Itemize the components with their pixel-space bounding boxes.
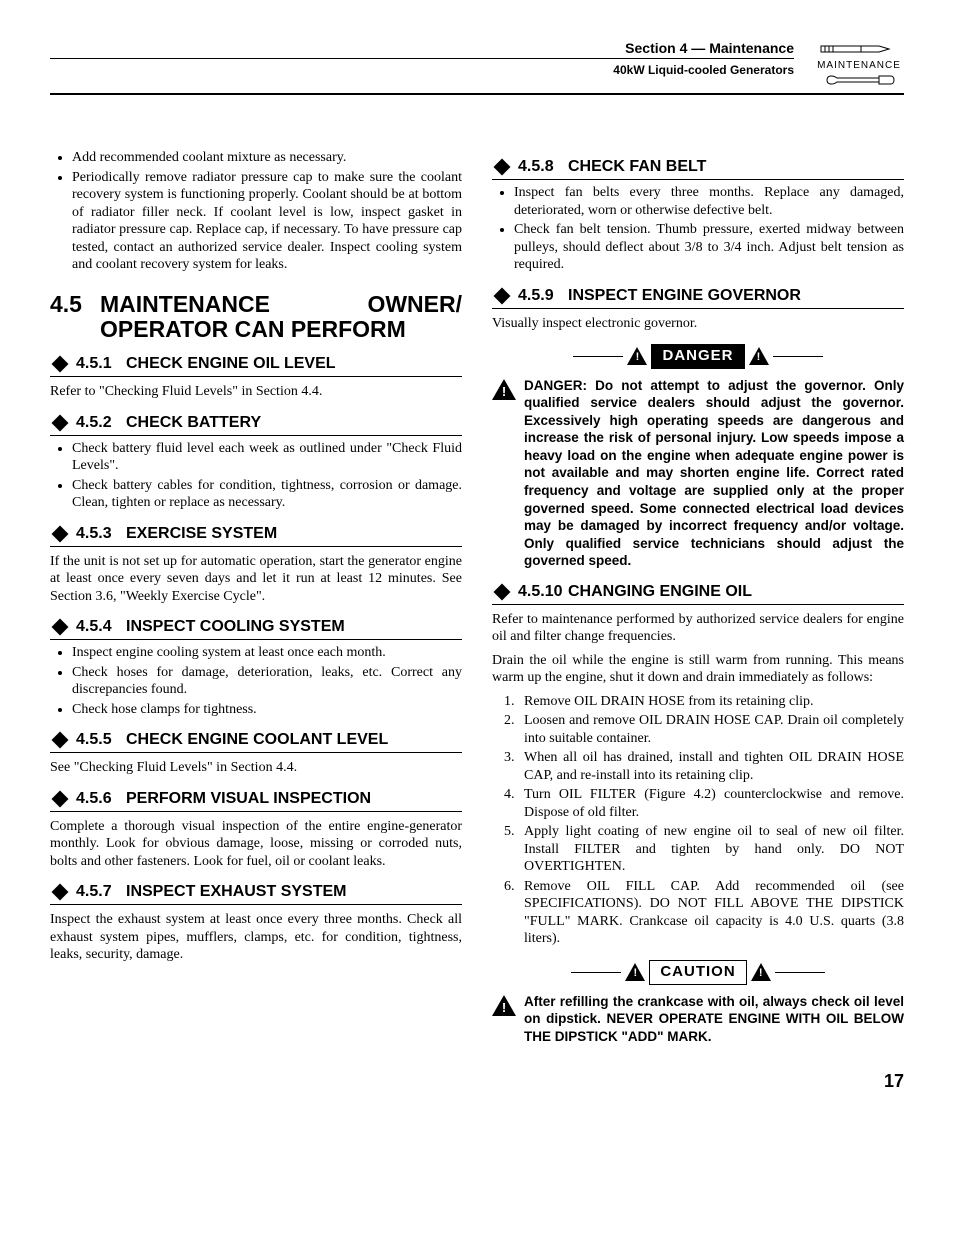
rule-icon (571, 972, 621, 973)
list-item: Periodically remove radiator pressure ca… (72, 169, 462, 274)
diamond-icon (52, 414, 69, 431)
diamond-icon (52, 619, 69, 636)
page-header: Section 4 — Maintenance 40kW Liquid-cool… (50, 40, 904, 95)
header-text-block: Section 4 — Maintenance 40kW Liquid-cool… (50, 40, 814, 77)
subsection-heading: 4.5.10CHANGING ENGINE OIL (492, 582, 904, 605)
subsection-number: 4.5.6 (76, 789, 126, 809)
bullet-list: Check battery fluid level each week as o… (50, 440, 462, 512)
section-heading-4-5: 4.5 MAINTENANCE OWNER/ OPERATOR CAN PERF… (50, 292, 462, 343)
list-item: Check hose clamps for tightness. (72, 701, 462, 719)
subsection-heading: 4.5.7INSPECT EXHAUST SYSTEM (50, 882, 462, 905)
rule-icon (573, 356, 623, 357)
body-text: Visually inspect electronic governor. (492, 315, 904, 333)
subsection-title: EXERCISE SYSTEM (126, 524, 277, 544)
list-item: Check battery fluid level each week as o… (72, 440, 462, 475)
diamond-icon (52, 884, 69, 901)
diamond-icon (494, 287, 511, 304)
subsection-number: 4.5.2 (76, 413, 126, 433)
caution-text: After refilling the crankcase with oil, … (524, 993, 904, 1046)
list-item: Remove OIL FILL CAP. Add recommended oil… (518, 878, 904, 948)
subsection-heading: 4.5.5CHECK ENGINE COOLANT LEVEL (50, 730, 462, 753)
subsection-title: CHANGING ENGINE OIL (568, 582, 752, 602)
bullet-list: Inspect engine cooling system at least o… (50, 644, 462, 718)
header-section-title: Section 4 — Maintenance (50, 40, 794, 56)
list-item: Check fan belt tension. Thumb pressure, … (514, 221, 904, 274)
subsection-title: CHECK ENGINE OIL LEVEL (126, 354, 336, 374)
warning-triangle-icon (492, 995, 516, 1016)
diamond-icon (494, 583, 511, 600)
subsection-number: 4.5.9 (518, 286, 568, 306)
content-columns: Add recommended coolant mixture as neces… (50, 145, 904, 1051)
subsection-title: INSPECT COOLING SYSTEM (126, 617, 345, 637)
danger-label: DANGER (651, 344, 744, 369)
subsection-number: 4.5.3 (76, 524, 126, 544)
right-column: 4.5.8CHECK FAN BELT Inspect fan belts ev… (492, 145, 904, 1051)
numbered-list: Remove OIL DRAIN HOSE from its retaining… (492, 693, 904, 948)
subsection-heading: 4.5.3EXERCISE SYSTEM (50, 524, 462, 547)
list-item: Inspect fan belts every three months. Re… (514, 184, 904, 219)
subsection-title: CHECK FAN BELT (568, 157, 706, 177)
bullet-list: Inspect fan belts every three months. Re… (492, 184, 904, 274)
danger-banner: DANGER (492, 344, 904, 369)
subsection-title: CHECK BATTERY (126, 413, 261, 433)
subsection-title: PERFORM VISUAL INSPECTION (126, 789, 371, 809)
list-item: Remove OIL DRAIN HOSE from its retaining… (518, 693, 904, 711)
page-number: 17 (50, 1071, 904, 1092)
danger-text-block: DANGER: Do not attempt to adjust the gov… (492, 377, 904, 570)
body-text: Refer to "Checking Fluid Levels" in Sect… (50, 383, 462, 401)
list-item: Check battery cables for condition, tigh… (72, 477, 462, 512)
body-text: Refer to maintenance performed by author… (492, 611, 904, 646)
maintenance-icon-label: MAINTENANCE (817, 60, 901, 71)
warning-triangle-icon (749, 347, 769, 365)
warning-triangle-icon (625, 963, 645, 981)
subsection-number: 4.5.8 (518, 157, 568, 177)
subsection-heading: 4.5.9INSPECT ENGINE GOVERNOR (492, 286, 904, 309)
subsection-heading: 4.5.1CHECK ENGINE OIL LEVEL (50, 354, 462, 377)
diamond-icon (52, 525, 69, 542)
subsection-number: 4.5.4 (76, 617, 126, 637)
subsection-heading: 4.5.8CHECK FAN BELT (492, 157, 904, 180)
warning-triangle-icon (492, 379, 516, 400)
diamond-icon (494, 159, 511, 176)
body-text: Complete a thorough visual inspection of… (50, 818, 462, 871)
subsection-number: 4.5.7 (76, 882, 126, 902)
section-title: MAINTENANCE OWNER/ OPERATOR CAN PERFORM (100, 292, 462, 343)
caution-banner: CAUTION (492, 960, 904, 985)
subsection-number: 4.5.1 (76, 354, 126, 374)
caution-label: CAUTION (649, 960, 746, 985)
list-item: Inspect engine cooling system at least o… (72, 644, 462, 662)
list-item: When all oil has drained, install and ti… (518, 749, 904, 784)
warning-triangle-icon (627, 347, 647, 365)
subsection-number: 4.5.10 (518, 582, 568, 602)
subsection-title: INSPECT EXHAUST SYSTEM (126, 882, 346, 902)
caution-text-block: After refilling the crankcase with oil, … (492, 993, 904, 1046)
body-text: If the unit is not set up for automatic … (50, 553, 462, 606)
subsection-number: 4.5.5 (76, 730, 126, 750)
list-item: Turn OIL FILTER (Figure 4.2) countercloc… (518, 786, 904, 821)
section-number: 4.5 (50, 292, 100, 343)
body-text: Drain the oil while the engine is still … (492, 652, 904, 687)
subsection-title: CHECK ENGINE COOLANT LEVEL (126, 730, 388, 750)
list-item: Check hoses for damage, deterioration, l… (72, 664, 462, 699)
warning-triangle-icon (751, 963, 771, 981)
list-item: Add recommended coolant mixture as neces… (72, 149, 462, 167)
danger-text: DANGER: Do not attempt to adjust the gov… (524, 377, 904, 570)
body-text: See "Checking Fluid Levels" in Section 4… (50, 759, 462, 777)
rule-icon (773, 356, 823, 357)
left-column: Add recommended coolant mixture as neces… (50, 145, 462, 1051)
subsection-heading: 4.5.2CHECK BATTERY (50, 413, 462, 436)
subsection-heading: 4.5.6PERFORM VISUAL INSPECTION (50, 789, 462, 812)
subsection-heading: 4.5.4INSPECT COOLING SYSTEM (50, 617, 462, 640)
diamond-icon (52, 356, 69, 373)
list-item: Loosen and remove OIL DRAIN HOSE CAP. Dr… (518, 712, 904, 747)
rule-icon (775, 972, 825, 973)
diamond-icon (52, 732, 69, 749)
subsection-title: INSPECT ENGINE GOVERNOR (568, 286, 801, 306)
header-subtitle: 40kW Liquid-cooled Generators (50, 58, 794, 77)
diamond-icon (52, 790, 69, 807)
intro-list: Add recommended coolant mixture as neces… (50, 149, 462, 274)
body-text: Inspect the exhaust system at least once… (50, 911, 462, 964)
maintenance-icon: MAINTENANCE (814, 40, 904, 91)
list-item: Apply light coating of new engine oil to… (518, 823, 904, 876)
